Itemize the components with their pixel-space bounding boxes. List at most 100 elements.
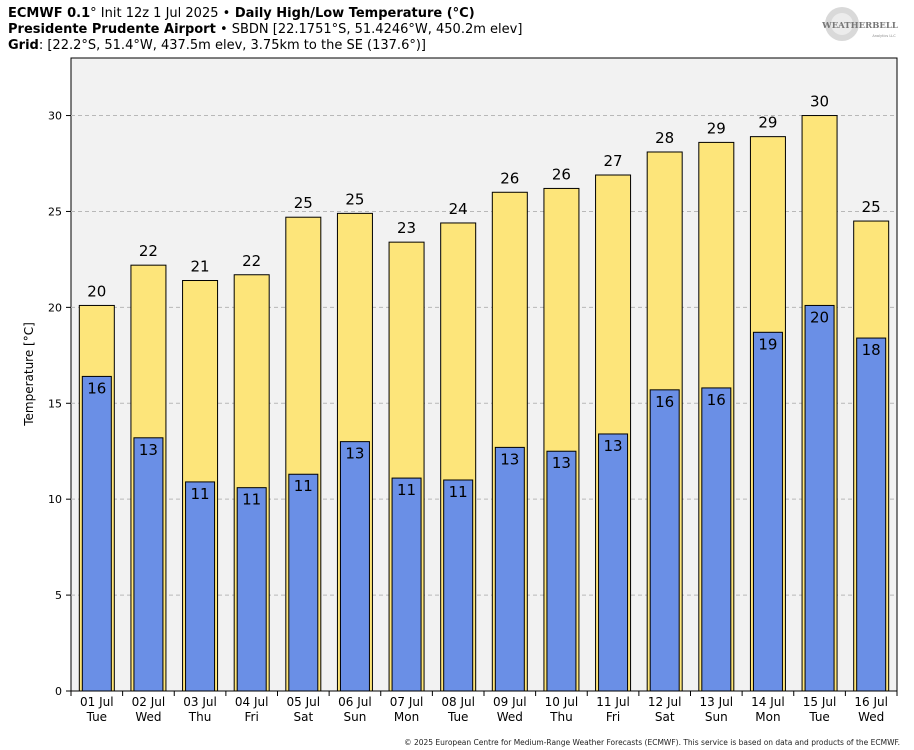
x-tick-day: Wed xyxy=(858,710,884,724)
x-tick-date: 05 Jul xyxy=(287,695,321,709)
station-name: Presidente Prudente Airport xyxy=(8,22,216,37)
low-value-label: 11 xyxy=(294,477,313,495)
x-tick-day: Fri xyxy=(245,710,259,724)
low-value-label: 11 xyxy=(191,485,210,503)
x-tick-day: Sun xyxy=(705,710,728,724)
x-tick-date: 01 Jul xyxy=(80,695,114,709)
x-tick-date: 16 Jul xyxy=(854,695,888,709)
degree-sign: ° xyxy=(90,6,97,21)
x-tick-date: 03 Jul xyxy=(183,695,217,709)
x-tick-date: 10 Jul xyxy=(545,695,579,709)
x-tick-date: 15 Jul xyxy=(803,695,837,709)
station-info: • SBDN [22.1751°S, 51.4246°W, 450.2m ele… xyxy=(215,22,523,37)
high-value-label: 25 xyxy=(294,194,313,212)
low-bar xyxy=(494,446,525,692)
high-value-label: 27 xyxy=(604,152,623,170)
x-tick-date: 12 Jul xyxy=(648,695,682,709)
station-line: Presidente Prudente Airport • SBDN [22.1… xyxy=(8,22,522,38)
low-value-label: 13 xyxy=(604,437,623,455)
weatherbell-logo: WEATHERBELL Analytics LLC xyxy=(821,7,898,41)
logo-tagline: Analytics LLC xyxy=(872,34,896,38)
chart-title-line: ECMWF 0.1° Init 12z 1 Jul 2025 • Daily H… xyxy=(8,6,475,22)
y-tick-label: 0 xyxy=(55,685,62,698)
high-value-label: 30 xyxy=(810,93,829,111)
x-tick-date: 11 Jul xyxy=(596,695,630,709)
low-bar xyxy=(339,441,370,692)
bullet: • xyxy=(222,6,231,21)
low-bar xyxy=(804,304,835,692)
x-tick-day: Tue xyxy=(808,710,830,724)
y-tick-label: 5 xyxy=(55,589,62,602)
x-tick-date: 04 Jul xyxy=(235,695,269,709)
y-tick-label: 15 xyxy=(48,397,62,410)
low-value-label: 18 xyxy=(862,341,881,359)
high-value-label: 26 xyxy=(500,169,519,187)
y-axis-label: Temperature [°C] xyxy=(22,322,36,427)
high-value-label: 24 xyxy=(449,200,468,218)
low-bar xyxy=(701,387,732,692)
copyright-notice: © 2025 European Centre for Medium-Range … xyxy=(404,738,900,747)
low-value-label: 16 xyxy=(655,393,674,411)
low-value-label: 19 xyxy=(758,335,777,353)
low-value-label: 13 xyxy=(139,441,158,459)
x-tick-day: Mon xyxy=(755,710,780,724)
y-tick-label: 20 xyxy=(48,301,62,314)
x-tick-day: Sat xyxy=(293,710,313,724)
low-bar xyxy=(443,479,474,692)
product-title: Daily High/Low Temperature (°C) xyxy=(230,6,475,21)
low-bar xyxy=(81,375,112,692)
high-value-label: 21 xyxy=(191,258,210,276)
low-bar xyxy=(856,337,887,692)
high-value-label: 20 xyxy=(87,282,106,300)
low-value-label: 13 xyxy=(345,445,364,463)
low-bar xyxy=(391,477,422,692)
x-tick-date: 13 Jul xyxy=(700,695,734,709)
low-bar xyxy=(752,331,783,692)
x-tick-day: Mon xyxy=(394,710,419,724)
low-value-label: 13 xyxy=(552,454,571,472)
model-name: ECMWF 0.1 xyxy=(8,6,91,21)
low-value-label: 20 xyxy=(810,308,829,326)
grid-label: Grid xyxy=(8,38,39,53)
high-value-label: 28 xyxy=(655,129,674,147)
x-tick-date: 08 Jul xyxy=(441,695,475,709)
low-value-label: 16 xyxy=(707,391,726,409)
x-tick-day: Wed xyxy=(135,710,161,724)
y-tick-label: 25 xyxy=(48,205,62,218)
x-tick-date: 02 Jul xyxy=(132,695,166,709)
high-value-label: 22 xyxy=(139,242,158,260)
x-tick-day: Fri xyxy=(606,710,620,724)
high-value-label: 26 xyxy=(552,165,571,183)
low-bar xyxy=(649,389,680,692)
x-tick-day: Tue xyxy=(86,710,108,724)
low-value-label: 11 xyxy=(449,483,468,501)
high-value-label: 29 xyxy=(707,119,726,137)
x-tick-date: 06 Jul xyxy=(338,695,372,709)
y-tick-label: 10 xyxy=(48,493,62,506)
x-tick-day: Sat xyxy=(655,710,675,724)
x-tick-day: Wed xyxy=(497,710,523,724)
low-bar xyxy=(185,481,216,692)
low-bar xyxy=(236,487,267,692)
high-value-label: 23 xyxy=(397,219,416,237)
low-bar xyxy=(133,437,164,692)
high-value-label: 29 xyxy=(758,114,777,132)
logo-text: WEATHERBELL xyxy=(821,21,898,31)
x-tick-day: Thu xyxy=(188,710,212,724)
x-tick-date: 14 Jul xyxy=(751,695,785,709)
high-value-label: 25 xyxy=(862,198,881,216)
x-tick-date: 07 Jul xyxy=(390,695,424,709)
x-tick-day: Tue xyxy=(447,710,469,724)
low-bar xyxy=(598,433,629,692)
low-value-label: 13 xyxy=(500,450,519,468)
grid-info: : [22.2°S, 51.4°W, 437.5m elev, 3.75km t… xyxy=(38,38,426,53)
init-time: Init 12z 1 Jul 2025 xyxy=(96,6,223,21)
high-value-label: 25 xyxy=(345,190,364,208)
low-value-label: 11 xyxy=(397,481,416,499)
x-tick-day: Thu xyxy=(549,710,573,724)
low-value-label: 16 xyxy=(87,379,106,397)
low-bar xyxy=(288,473,319,692)
y-tick-label: 30 xyxy=(48,110,62,123)
